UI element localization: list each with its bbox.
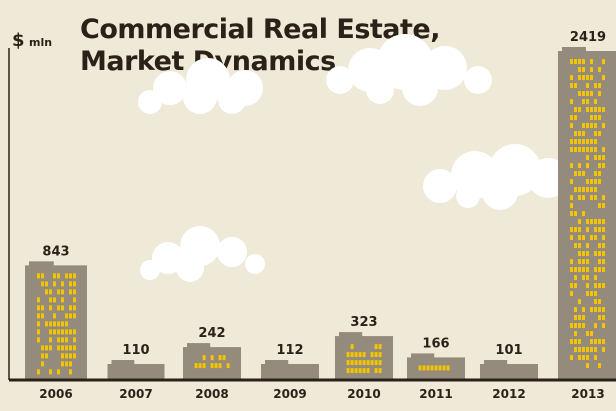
y-axis-unit-symbol: $ — [12, 30, 25, 51]
cloud-2 — [326, 34, 492, 106]
bar-2013 — [558, 47, 616, 381]
bar-2008 — [183, 343, 241, 380]
x-tick-label-2007: 2007 — [119, 387, 152, 401]
clouds-decoration — [138, 34, 568, 282]
cloud-4 — [423, 144, 568, 210]
value-label-2012: 101 — [495, 343, 522, 358]
value-label-2009: 112 — [276, 343, 303, 358]
x-tick-label-2011: 2011 — [419, 387, 452, 401]
x-tick-label-2009: 2009 — [273, 387, 306, 401]
value-label-2006: 843 — [42, 244, 69, 259]
bar-body-2013 — [558, 51, 616, 381]
value-label-2011: 166 — [422, 336, 449, 351]
y-axis-unit-label: mln — [29, 36, 53, 49]
bars-group — [25, 47, 616, 381]
x-tick-label-2006: 2006 — [39, 387, 72, 401]
value-label-2008: 242 — [198, 326, 225, 341]
bar-body-2012 — [480, 364, 538, 380]
bar-body-2009 — [261, 364, 319, 380]
value-label-2010: 323 — [350, 315, 377, 330]
bar-2009 — [261, 360, 319, 380]
bar-2006 — [25, 261, 87, 380]
x-tick-label-2008: 2008 — [195, 387, 228, 401]
bar-body-2007 — [107, 364, 165, 380]
cloud-1 — [138, 58, 263, 114]
x-tick-label-2013: 2013 — [571, 387, 604, 401]
axes-group — [8, 48, 616, 382]
x-tick-label-2012: 2012 — [492, 387, 525, 401]
labels-group: 843 2006 110 2007 242 2008 112 2009 323 2010 166 20… — [39, 30, 606, 401]
chart-title-line-1: Commercial Real Estate, — [80, 14, 441, 45]
x-tick-label-2010: 2010 — [347, 387, 380, 401]
cloud-3 — [140, 226, 265, 282]
bar-2011 — [407, 353, 465, 380]
bar-body-2010 — [335, 336, 393, 380]
value-label-2007: 110 — [122, 343, 149, 358]
value-label-2013: 2419 — [570, 30, 606, 45]
bar-2007 — [107, 360, 165, 380]
bar-2012 — [480, 360, 538, 380]
bar-2010 — [335, 332, 393, 380]
